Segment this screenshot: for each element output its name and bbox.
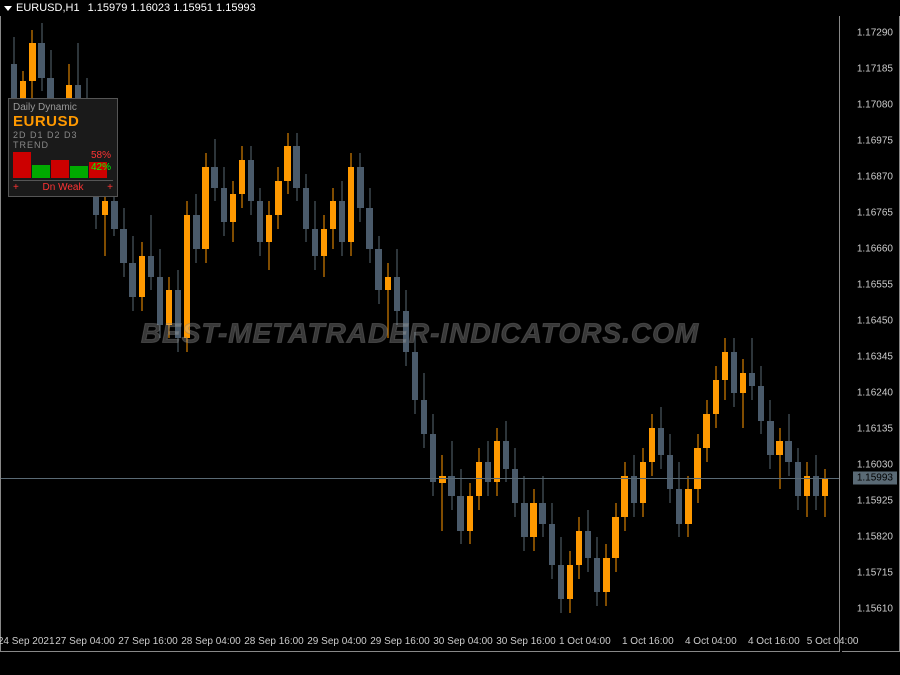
x-tick-label: 24 Sep 2021 xyxy=(0,636,55,647)
indicator-bars: 58% 42% xyxy=(13,152,113,178)
x-tick-label: 28 Sep 16:00 xyxy=(244,636,304,647)
indicator-pct-green: 42% xyxy=(91,162,111,173)
x-tick-label: 30 Sep 16:00 xyxy=(496,636,556,647)
candle xyxy=(785,16,791,630)
y-tick-label: 1.16765 xyxy=(857,208,893,219)
indicator-bar xyxy=(32,165,50,178)
y-tick-label: 1.17185 xyxy=(857,64,893,75)
x-tick-label: 29 Sep 16:00 xyxy=(370,636,430,647)
candle xyxy=(813,16,819,630)
dropdown-icon[interactable] xyxy=(4,6,12,11)
candle xyxy=(758,16,764,630)
y-tick-label: 1.15925 xyxy=(857,496,893,507)
x-axis: 24 Sep 202127 Sep 04:0027 Sep 16:0028 Se… xyxy=(1,629,841,651)
candle xyxy=(713,16,719,630)
y-tick-label: 1.16135 xyxy=(857,424,893,435)
x-tick-label: 27 Sep 16:00 xyxy=(118,636,178,647)
candle xyxy=(120,16,126,630)
candle xyxy=(795,16,801,630)
candle xyxy=(722,16,728,630)
y-tick-label: 1.17290 xyxy=(857,28,893,39)
watermark-text: BEST-METATRADER-INDICATORS.COM xyxy=(141,317,699,349)
y-tick-label: 1.16660 xyxy=(857,244,893,255)
chart-area[interactable]: BEST-METATRADER-INDICATORS.COM 24 Sep 20… xyxy=(0,16,840,652)
y-axis: 1.15993 1.17290 1.17185 1.17080 1.16975 1.16… xyxy=(842,16,900,652)
x-tick-label: 27 Sep 04:00 xyxy=(55,636,115,647)
candle xyxy=(740,16,746,630)
x-tick-label: 30 Sep 04:00 xyxy=(433,636,493,647)
indicator-symbol: EURUSD xyxy=(13,113,113,130)
y-tick-label: 1.16555 xyxy=(857,280,893,291)
candle xyxy=(731,16,737,630)
x-tick-label: 4 Oct 04:00 xyxy=(685,636,737,647)
candle xyxy=(129,16,135,630)
candle xyxy=(804,16,810,630)
trend-right-plus: + xyxy=(107,182,113,193)
candle xyxy=(822,16,828,630)
indicator-bar xyxy=(70,166,88,178)
indicator-pct-red: 58% xyxy=(91,150,111,161)
current-price-line xyxy=(1,478,839,479)
y-tick-label: 1.17080 xyxy=(857,100,893,111)
y-tick-label: 1.16975 xyxy=(857,136,893,147)
candle xyxy=(776,16,782,630)
current-price-tag: 1.15993 xyxy=(853,472,897,485)
indicator-columns: 2D D1 D2 D3 TREND xyxy=(13,130,113,150)
x-tick-label: 29 Sep 04:00 xyxy=(307,636,367,647)
x-tick-label: 1 Oct 16:00 xyxy=(622,636,674,647)
indicator-title: Daily Dynamic xyxy=(13,102,113,113)
chart-ohlc: 1.15979 1.16023 1.15951 1.15993 xyxy=(88,2,256,14)
x-tick-label: 28 Sep 04:00 xyxy=(181,636,241,647)
candle xyxy=(703,16,709,630)
y-tick-label: 1.15715 xyxy=(857,568,893,579)
y-tick-label: 1.15820 xyxy=(857,532,893,543)
indicator-bar xyxy=(51,160,69,178)
x-tick-label: 1 Oct 04:00 xyxy=(559,636,611,647)
indicator-bar xyxy=(13,152,31,178)
candle xyxy=(749,16,755,630)
chart-symbol: EURUSD,H1 xyxy=(16,2,80,14)
y-tick-label: 1.16345 xyxy=(857,352,893,363)
y-tick-label: 1.16870 xyxy=(857,172,893,183)
indicator-panel: Daily Dynamic EURUSD 2D D1 D2 D3 TREND 5… xyxy=(8,98,118,197)
indicator-trend: + Dn Weak + xyxy=(13,180,113,193)
y-tick-label: 1.16450 xyxy=(857,316,893,327)
chart-container: EURUSD,H1 1.15979 1.16023 1.15951 1.1599… xyxy=(0,0,900,675)
y-tick-label: 1.16030 xyxy=(857,460,893,471)
y-tick-label: 1.15610 xyxy=(857,604,893,615)
candle xyxy=(767,16,773,630)
x-tick-label: 4 Oct 16:00 xyxy=(748,636,800,647)
title-bar: EURUSD,H1 1.15979 1.16023 1.15951 1.1599… xyxy=(4,2,256,14)
trend-left-plus: + xyxy=(13,182,19,193)
y-tick-label: 1.16240 xyxy=(857,388,893,399)
trend-text: Dn Weak xyxy=(43,182,84,193)
